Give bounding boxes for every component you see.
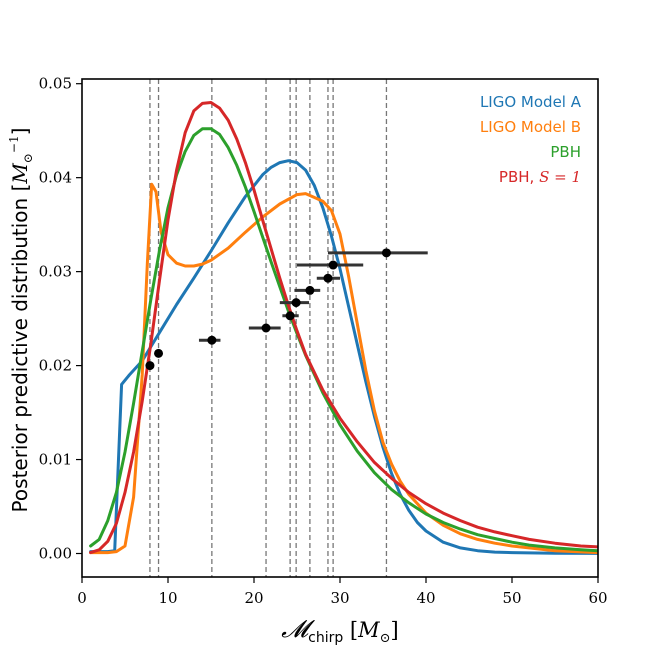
legend-entry: LIGO Model A <box>480 93 582 111</box>
y-tick-label: 0.02 <box>39 357 72 375</box>
observation-point <box>328 260 338 270</box>
x-tick-label: 60 <box>588 589 607 607</box>
x-axis-title-unit-open: [ <box>343 618 358 642</box>
y-axis-title-unit-subscript: ⊙ <box>21 153 35 163</box>
observation-point <box>261 323 271 333</box>
x-axis-ticks: 0 10 20 30 40 50 60 <box>77 577 608 607</box>
legend-entry: LIGO Model B <box>480 118 581 136</box>
observation-point <box>145 361 155 371</box>
observation-point <box>154 348 164 358</box>
x-axis-title-unit-subscript: ⊙ <box>380 631 391 646</box>
legend-entry-prefix: PBH, <box>499 168 539 186</box>
y-axis-ticks: 0.00 0.01 0.02 0.03 0.04 0.05 <box>39 75 82 563</box>
y-tick-label: 0.03 <box>39 263 72 281</box>
observation-point <box>285 311 295 321</box>
observation-point <box>323 273 333 283</box>
y-tick-label: 0.04 <box>39 169 72 187</box>
legend-entry: PBH, S = 1 <box>499 168 581 186</box>
density-curves <box>89 101 598 555</box>
legend: LIGO Model A LIGO Model B PBH PBH, S = 1 <box>480 93 582 186</box>
x-tick-label: 50 <box>502 589 521 607</box>
x-axis-title-unit-close: ] <box>391 618 399 642</box>
y-tick-label: 0.00 <box>39 545 72 563</box>
y-axis-title-main: Posterior predictive distribution [ <box>8 184 32 513</box>
curve-pbh <box>89 127 598 553</box>
observation-point <box>305 285 315 295</box>
y-axis-title-unit-superscript: −1 <box>7 135 21 153</box>
y-tick-label: 0.01 <box>39 451 72 469</box>
x-tick-label: 0 <box>77 589 87 607</box>
x-tick-label: 10 <box>158 589 177 607</box>
x-axis-title-unit: M <box>357 618 380 642</box>
x-axis-title: 𝓜chirp [M⊙] <box>281 615 399 646</box>
x-tick-label: 20 <box>244 589 263 607</box>
curve-pbh-s-1 <box>89 101 598 555</box>
y-tick-label: 0.05 <box>39 75 72 93</box>
x-tick-label: 30 <box>330 589 349 607</box>
x-axis-title-subscript: chirp <box>308 630 343 646</box>
observation-point <box>381 248 391 258</box>
legend-entry-math: S = 1 <box>539 168 581 186</box>
observation-point <box>207 335 217 345</box>
y-axis-title-unit: M <box>8 163 32 185</box>
y-axis-title-unit-close: ] <box>8 128 32 136</box>
observation-points <box>145 248 428 371</box>
y-axis-title: Posterior predictive distribution [M⊙−1] <box>7 128 35 513</box>
plot-frame <box>81 78 599 578</box>
legend-entry: PBH <box>550 143 581 161</box>
observation-point <box>291 298 301 308</box>
x-tick-label: 40 <box>416 589 435 607</box>
